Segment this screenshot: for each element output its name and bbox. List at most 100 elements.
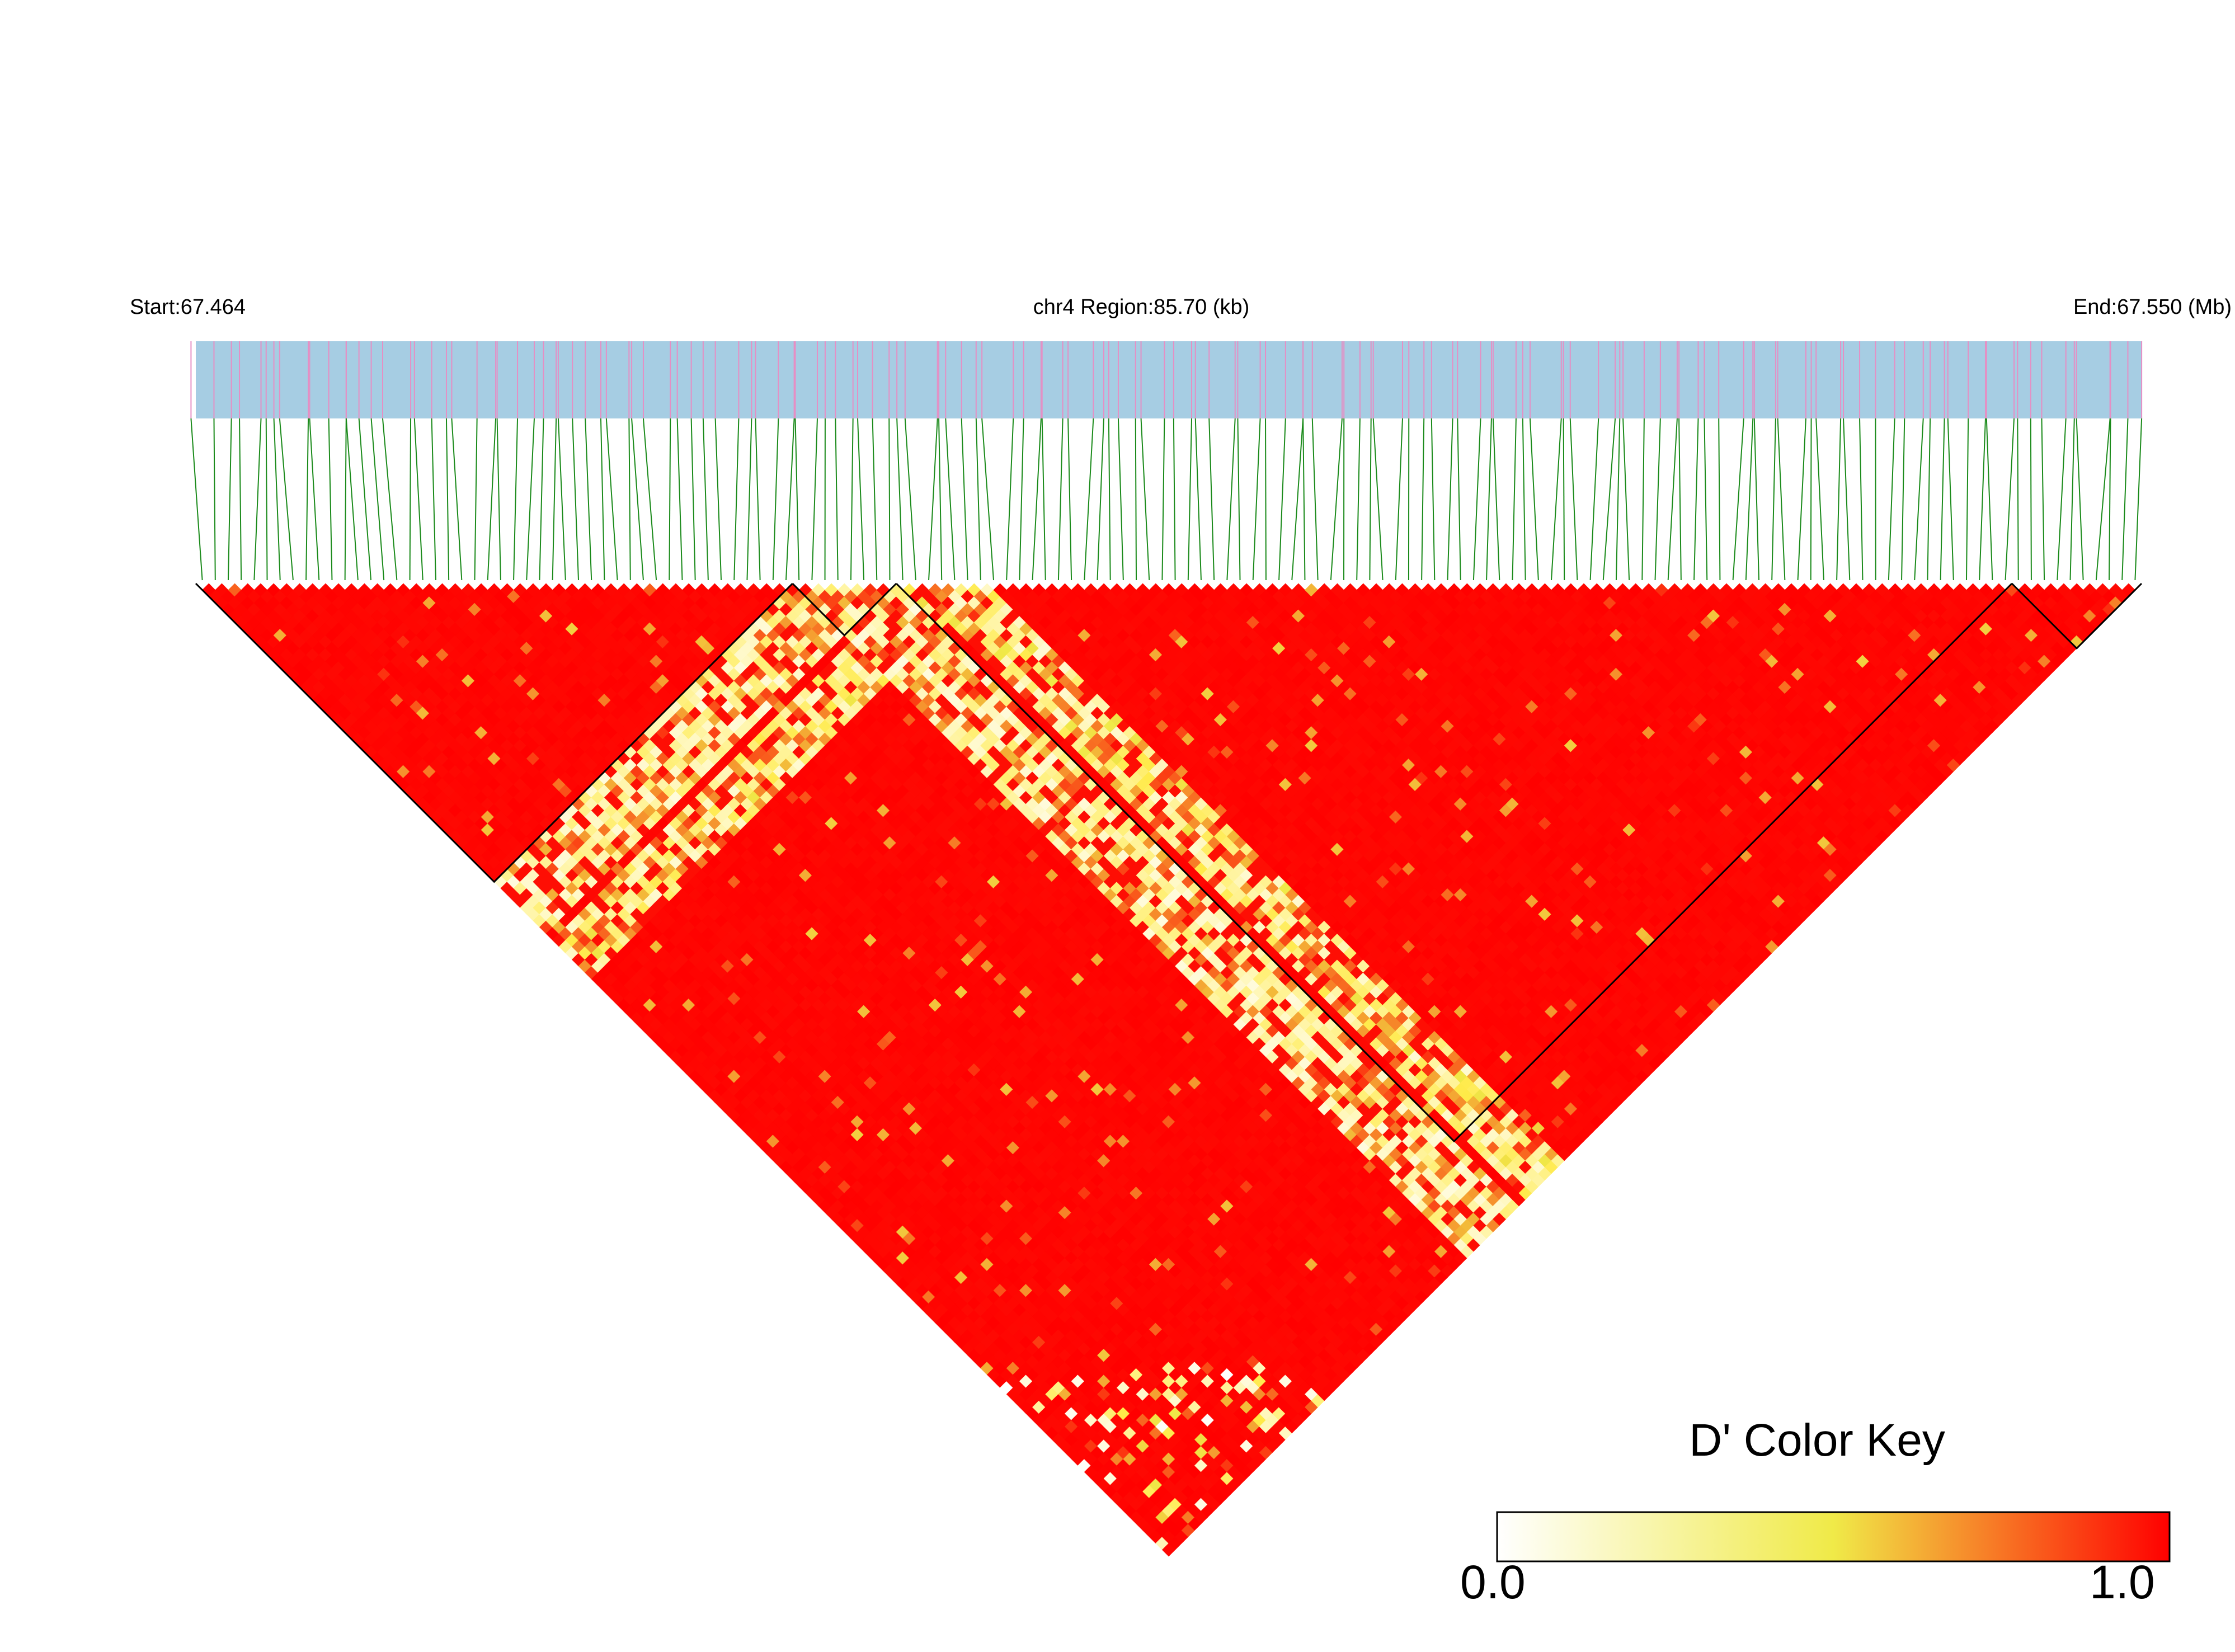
marker-connector: [273, 418, 281, 581]
marker-connector: [1161, 418, 1165, 581]
marker-connector: [1718, 418, 1721, 581]
marker-connector: [1745, 418, 1754, 581]
marker-connector: [2069, 418, 2075, 581]
marker-connector: [1843, 418, 1851, 581]
marker-connector: [1704, 418, 1708, 581]
marker-connector: [1815, 418, 1824, 581]
marker-connector: [1265, 418, 1267, 581]
marker-connector: [1615, 418, 1621, 581]
marker-connector: [539, 418, 544, 581]
marker-connector: [1117, 418, 1124, 581]
marker-connector: [961, 418, 968, 581]
marker-connector: [904, 418, 916, 581]
marker-connector: [1979, 418, 1986, 581]
marker-connector: [1486, 418, 1492, 581]
marker-connector: [872, 418, 878, 581]
marker-connector: [572, 418, 580, 581]
marker-connector: [938, 418, 943, 581]
marker-connector: [1330, 418, 1343, 581]
marker-connector: [1291, 418, 1304, 581]
marker-connector: [1252, 418, 1261, 581]
marker-connector: [1019, 418, 1024, 581]
marker-connector: [1836, 418, 1842, 581]
marker-connector: [1797, 418, 1806, 581]
marker-connector: [631, 418, 644, 581]
marker-connector: [1940, 418, 1945, 581]
marker-connector: [413, 418, 424, 581]
marker-connector: [746, 418, 752, 581]
marker-connector: [733, 418, 740, 581]
marker-connector: [690, 418, 696, 581]
marker-connector: [1569, 418, 1578, 581]
marker-connector: [1032, 418, 1042, 581]
marker-connector: [2005, 418, 2015, 581]
marker-connector: [2134, 418, 2143, 581]
marker-connector: [344, 418, 347, 581]
marker-connector: [1140, 418, 1150, 581]
marker-connector: [702, 418, 709, 581]
ld-heatmap-cells: [202, 583, 2135, 1557]
marker-connector: [975, 418, 981, 581]
marker-connector: [1372, 418, 1384, 581]
marker-connector: [1447, 418, 1453, 581]
marker-connector: [474, 418, 478, 581]
marker-connector: [600, 418, 605, 581]
marker-connector: [1888, 418, 1895, 581]
marker-ticks: [190, 341, 2143, 418]
marker-connector: [835, 418, 839, 581]
marker-connector: [945, 418, 956, 581]
marker-connector: [1602, 418, 1616, 581]
marker-connector: [585, 418, 592, 581]
marker-connector: [1173, 418, 1176, 581]
marker-connector: [309, 418, 320, 581]
marker-connector: [1859, 418, 1864, 581]
marker-connector: [850, 418, 854, 581]
marker-connector: [628, 418, 631, 581]
marker-connector: [1369, 418, 1372, 581]
marker-connector: [409, 418, 412, 581]
marker-connector: [981, 418, 994, 581]
marker-connector: [1194, 418, 1202, 581]
marker-connector: [2109, 418, 2111, 581]
marker-connector: [1927, 418, 1931, 581]
marker-connector: [279, 418, 294, 581]
marker-connector: [1753, 418, 1759, 581]
marker-connector: [1395, 418, 1403, 581]
marker-connector: [1006, 418, 1014, 581]
marker-connector: [1965, 418, 1969, 581]
marker-connector: [526, 418, 535, 581]
marker-connector: [1457, 418, 1461, 581]
marker-connector: [857, 418, 865, 581]
marker-connector: [676, 418, 683, 581]
marker-connector: [755, 418, 761, 581]
marker-connector: [328, 418, 333, 581]
marker-connector: [1777, 418, 1786, 581]
marker-connector: [785, 418, 795, 581]
marker-connector: [1041, 418, 1046, 581]
marker-connector: [928, 418, 938, 581]
marker-connector: [1421, 418, 1425, 581]
marker-connector: [1678, 418, 1682, 581]
marker-connector: [811, 418, 818, 581]
marker-connector: [1237, 418, 1241, 581]
marker-connector: [669, 418, 671, 581]
marker-connector: [1654, 418, 1661, 581]
marker-connector: [1472, 418, 1481, 581]
marker-connector: [2076, 418, 2084, 581]
marker-connector: [1356, 418, 1361, 581]
marker-connector: [772, 418, 779, 581]
marker-connector: [1589, 418, 1599, 581]
marker-connector: [2095, 418, 2111, 581]
marker-connector: [896, 418, 904, 581]
marker-connector: [190, 418, 203, 581]
marker-connector: [1522, 418, 1526, 581]
marker-connector: [1529, 418, 1539, 581]
marker-connector: [382, 418, 398, 581]
marker-connector: [370, 418, 385, 581]
marker-connector: [1187, 418, 1193, 581]
marker-connector: [1551, 418, 1562, 581]
marker-connector: [1492, 418, 1500, 581]
gene-track: [196, 341, 2142, 418]
marker-connector: [1311, 418, 1319, 581]
marker-connector: [513, 418, 519, 581]
